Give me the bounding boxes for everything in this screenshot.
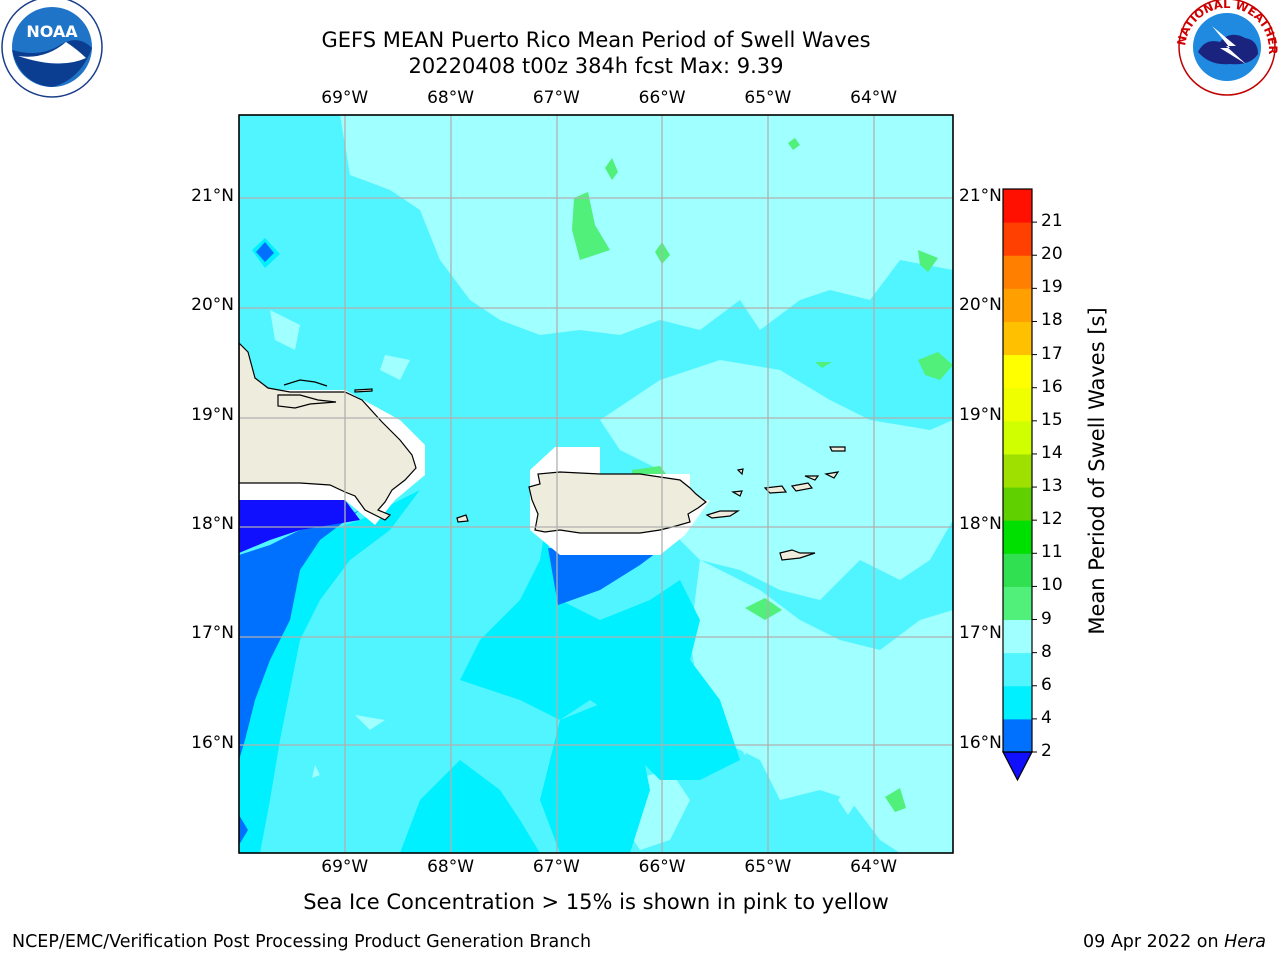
colorbar-swatch [1003,685,1032,720]
colorbar-swatch [1003,652,1032,687]
contour-8-9s [270,115,953,853]
contour-9-10s [572,138,953,812]
colorbar-tick-label: 18 [1041,310,1063,331]
footer-credit: NCEP/EMC/Verification Post Processing Pr… [12,932,592,952]
lat-label-left: 20°N [191,295,234,316]
colorbar-tick-label: 4 [1041,707,1052,728]
colorbar-swatch [1003,718,1032,753]
virgin-islands [736,446,846,561]
lon-label-bottom: 69°W [321,857,369,877]
colorbar-tick-label: 16 [1041,376,1063,397]
colorbar-swatch [1003,354,1032,389]
lat-label-right: 18°N [959,514,1002,534]
lon-label-bottom: 64°W [850,857,898,877]
colorbar-tick-label: 10 [1041,575,1063,596]
colorbar [1002,188,1037,782]
colorbar-swatch [1003,255,1032,289]
footer-machine: Hera [1224,932,1266,952]
hispaniola-coast-north [277,379,337,409]
lat-label-left: 17°N [191,623,234,644]
map-subtitle: 20220408 t00z 384h fcst Max: 9.39 [408,54,784,78]
footer-date: 09 Apr 2022 on Hera [1083,932,1266,952]
contour-2-4s [239,242,660,845]
lat-label-left: 18°N [191,514,234,534]
lat-label-left: 21°N [191,186,234,206]
lon-label-top: 67°W [532,88,580,108]
noaa-logo-text: NOAA [26,22,78,41]
colorbar-swatch [1003,453,1032,488]
puerto-rico-land [528,471,707,534]
colorbar-tick-label: 2 [1041,741,1052,761]
lon-label-top: 68°W [427,88,475,108]
nws-logo: NATIONAL WEATHER SERVICE [0,0,1280,96]
lat-label-right: 17°N [959,623,1002,644]
colorbar-swatch [1003,222,1032,256]
colorbar-swatch [1003,619,1032,654]
colorbar-swatch [1003,288,1032,322]
colorbar-swatch [1003,189,1032,223]
colorbar-swatch [1003,487,1032,521]
lon-label-top: 69°W [321,88,369,108]
graticule [239,115,953,853]
colorbar-tick-label: 17 [1041,343,1063,364]
map-frame [238,114,954,854]
colorbar-under-arrow [1002,751,1033,782]
lon-label-top: 64°W [850,88,898,108]
lat-label-right: 21°N [959,186,1002,206]
footer-date-text: 09 Apr 2022 on [1083,932,1225,952]
lon-label-top: 65°W [744,88,792,108]
colorbar-tick-label: 20 [1041,244,1063,265]
lon-label-bottom: 68°W [427,857,475,877]
colorbar-tick-label: 19 [1041,277,1063,298]
lat-label-left: 16°N [191,732,234,753]
lat-label-right: 19°N [959,404,1002,425]
colorbar-swatch [1003,321,1032,356]
lon-label-bottom: 66°W [638,857,686,877]
colorbar-tick-label: 9 [1041,608,1052,629]
colorbar-tick-label: 8 [1041,641,1052,662]
colorbar-swatch [1003,420,1032,455]
mona-island [456,514,469,523]
map-plot-area [239,115,953,853]
lat-label-left: 19°N [191,404,234,425]
colorbar-tick-label: 6 [1041,674,1052,695]
lon-label-bottom: 67°W [532,857,580,877]
hispaniola-land [239,342,417,521]
vieques-island [705,510,741,519]
colorbar-title: Mean Period of Swell Waves [s] [1085,306,1109,635]
colorbar-tick-label: 12 [1041,509,1063,530]
colorbar-swatch [1003,520,1032,554]
sea-ice-note: Sea Ice Concentration > 15% is shown in … [303,890,889,914]
nws-logo-text: NATIONAL WEATHER SERVICE [0,0,1280,55]
colorbar-swatch [1003,553,1032,587]
colorbar-tick-label: 14 [1041,442,1063,463]
lon-label-bottom: 65°W [744,857,792,877]
colorbar-tick-label: 13 [1041,476,1063,497]
lon-label-top: 66°W [638,88,686,108]
colorbar-swatch [1003,387,1032,422]
culebra-island [731,490,743,497]
colorbar-tick-label: 11 [1041,542,1063,563]
lat-label-right: 20°N [959,295,1002,316]
map-title: GEFS MEAN Puerto Rico Mean Period of Swe… [321,28,871,52]
lat-label-right: 16°N [959,732,1002,753]
saona-island [354,388,373,393]
colorbar-swatch [1003,586,1032,621]
colorbar-frame [1002,188,1033,753]
colorbar-tick-label: 21 [1041,211,1063,232]
noaa-logo: NOAA [1,0,103,98]
colorbar-tick-label: 15 [1041,409,1063,430]
